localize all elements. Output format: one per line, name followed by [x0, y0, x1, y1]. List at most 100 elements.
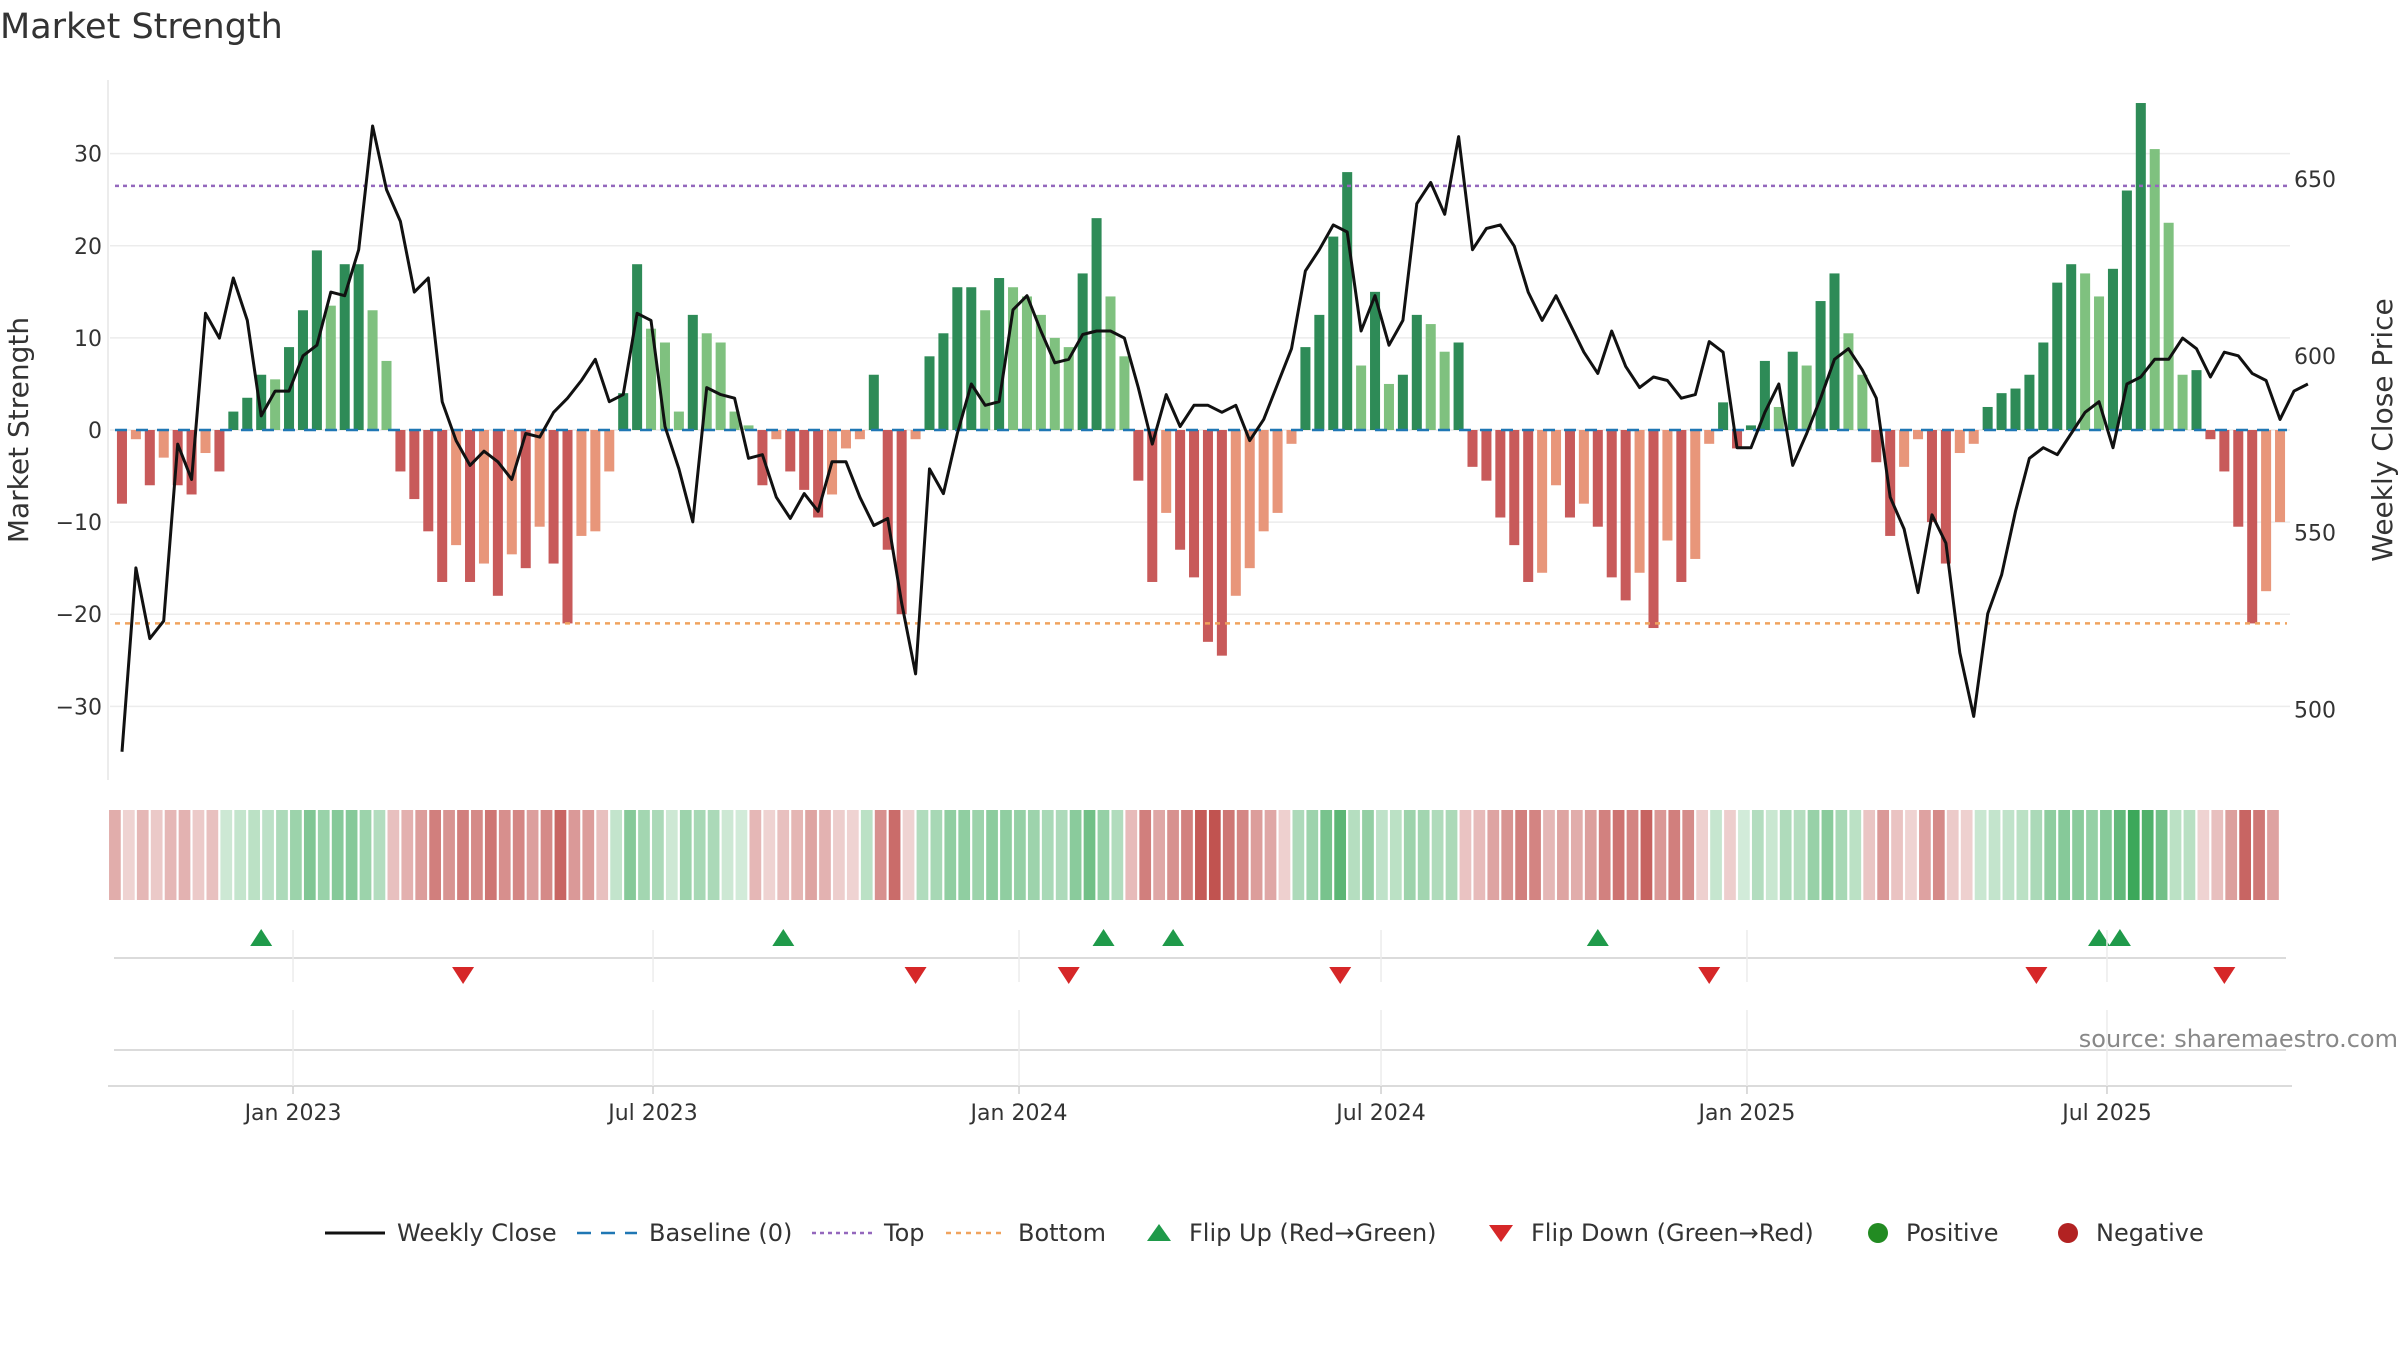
strength-bar: [144, 430, 155, 486]
strength-bar: [2135, 103, 2146, 431]
strength-bar: [158, 430, 169, 458]
heat-cell: [2155, 810, 2168, 900]
heat-cell: [164, 810, 177, 900]
heat-cell: [1014, 810, 1026, 900]
strength-bar: [548, 430, 559, 564]
heat-cell: [1236, 810, 1249, 900]
strength-bar: [1397, 374, 1408, 430]
strength-bar: [228, 411, 239, 430]
strength-bar: [1564, 430, 1575, 518]
right-tick-label: 500: [2294, 698, 2336, 723]
heat-cell: [805, 810, 817, 900]
strength-bar: [2080, 273, 2091, 430]
strength-bar: [646, 328, 657, 430]
heat-cell: [1626, 810, 1639, 900]
legend-item: Negative: [2058, 1219, 2204, 1247]
strength-bar: [1119, 356, 1130, 430]
strength-bar: [1175, 430, 1186, 550]
heat-cell: [1362, 810, 1374, 900]
heat-cell: [345, 810, 358, 900]
heat-cell: [1821, 810, 1834, 900]
heat-cell: [721, 810, 734, 900]
strength-bar: [1008, 287, 1019, 430]
strength-bar: [896, 430, 907, 615]
strength-bar: [673, 411, 684, 430]
strength-bar: [1467, 430, 1478, 467]
strength-bar: [2149, 149, 2160, 430]
strength-bar: [1035, 314, 1046, 430]
heat-cell: [707, 810, 720, 900]
strength-bar: [1537, 430, 1548, 573]
strength-bar: [1161, 430, 1172, 513]
strength-bar: [994, 278, 1005, 430]
heat-cell: [819, 810, 831, 900]
heat-cell: [1153, 810, 1165, 900]
heat-cell: [777, 810, 790, 900]
strength-bar: [1258, 430, 1269, 532]
heat-cell: [1974, 810, 1987, 900]
strength-bar: [1829, 273, 1840, 430]
right-axis-ticks: 650 600 550 500: [2294, 168, 2336, 723]
heat-cell: [693, 810, 706, 900]
strength-bar: [1091, 218, 1102, 430]
heat-cell: [1988, 810, 2001, 900]
heat-cell: [2169, 810, 2182, 900]
heat-cell: [2113, 810, 2126, 900]
legend-item: Flip Up (Red→Green): [1147, 1219, 1437, 1247]
heat-cell: [1181, 810, 1193, 900]
heat-cell: [317, 810, 330, 900]
strength-bar: [1634, 430, 1645, 573]
heat-cell: [860, 810, 873, 900]
strength-bar: [325, 305, 336, 430]
heat-cell: [1501, 810, 1514, 900]
legend-swatch-negative: [2058, 1223, 2078, 1243]
heat-cell: [2016, 810, 2029, 900]
strength-bar: [1021, 296, 1032, 430]
strength-bar: [339, 264, 350, 430]
strength-bar: [1606, 430, 1617, 578]
strength-bar: [242, 397, 253, 430]
legend-label: Baseline (0): [649, 1219, 792, 1247]
heat-cell: [1389, 810, 1402, 900]
legend-swatch-flip-up: [1147, 1224, 1171, 1241]
flip-down-marker: [2213, 967, 2236, 984]
strength-bar: [576, 430, 587, 536]
legend-label: Flip Down (Green→Red): [1531, 1219, 1814, 1247]
heat-cell: [652, 810, 664, 900]
strength-bar: [980, 310, 991, 430]
strength-bar: [116, 430, 127, 504]
strength-bar: [1356, 365, 1367, 430]
heat-cell: [2100, 810, 2112, 900]
strength-bar: [1968, 430, 1979, 444]
heat-cell: [2253, 810, 2265, 900]
heat-cell: [1097, 810, 1110, 900]
strength-bar: [1940, 430, 1951, 564]
heat-cell: [1515, 810, 1527, 900]
heat-cell: [1570, 810, 1583, 900]
strength-bar: [1592, 430, 1603, 527]
heat-cell: [1250, 810, 1263, 900]
strength-bar: [2275, 430, 2286, 523]
heat-cell: [1835, 810, 1848, 900]
heat-cell: [665, 810, 678, 900]
strength-bar: [1063, 347, 1074, 430]
strength-bar: [451, 430, 462, 546]
heat-cell: [220, 810, 233, 900]
heat-cell: [2211, 810, 2224, 900]
strength-bar: [1300, 347, 1311, 430]
strength-bar: [1745, 425, 1756, 430]
chart-title: Market Strength: [0, 7, 283, 47]
heat-cell: [1139, 810, 1152, 900]
heat-cell: [763, 810, 776, 900]
right-tick-label: 550: [2294, 522, 2336, 547]
heat-cell: [1292, 810, 1305, 900]
strength-bar: [395, 430, 406, 472]
heat-cell: [1417, 810, 1430, 900]
strength-bar: [1843, 333, 1854, 430]
strength-bar: [1913, 430, 1924, 440]
strength-bar: [2094, 296, 2105, 430]
heat-cell: [833, 810, 845, 900]
legend-item: Top: [812, 1219, 925, 1247]
heat-cell: [1055, 810, 1068, 900]
heat-cell: [1208, 810, 1221, 900]
